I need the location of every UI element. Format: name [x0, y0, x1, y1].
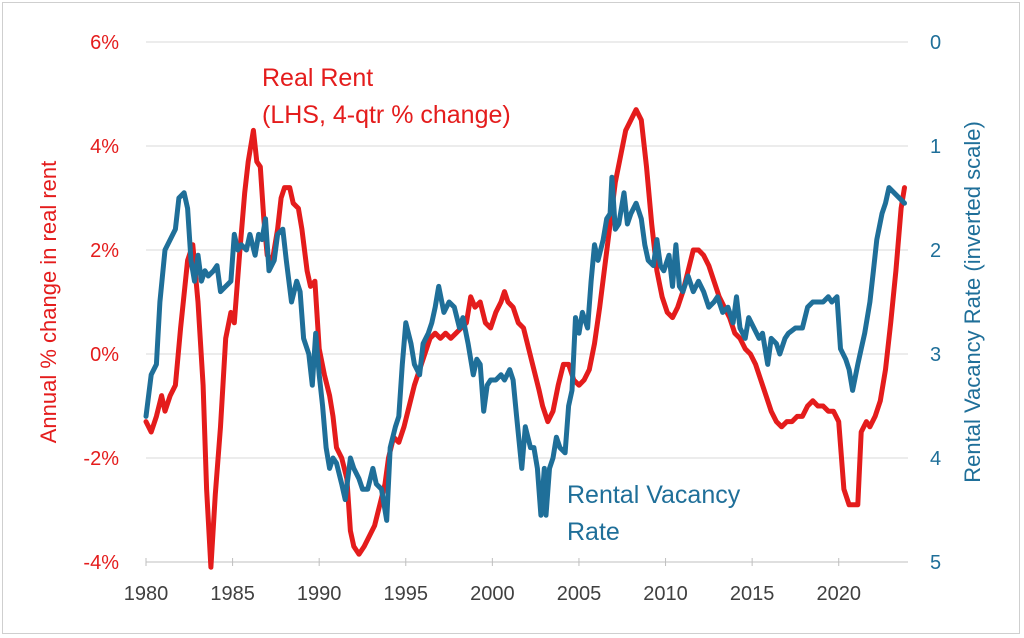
left-tick-label: 6%: [90, 32, 119, 54]
left-tick-label: -4%: [83, 552, 119, 574]
vacancy-label-line2: Rate: [567, 518, 620, 546]
right-tick-label: 1: [930, 136, 941, 158]
vacancy-rate-line: [143, 174, 907, 523]
right-tick-label: 4: [930, 448, 941, 470]
right-tick-label: 5: [930, 552, 941, 574]
x-tick-label: 2005: [557, 583, 602, 605]
left-axis-title: Annual % change in real rent: [36, 161, 61, 444]
right-axis-ticks: 0 1 2 3 4 5: [930, 32, 941, 574]
right-tick-label: 2: [930, 240, 941, 262]
left-tick-label: 4%: [90, 136, 119, 158]
left-axis-ticks: -4% -2% 0% 2% 4% 6%: [83, 32, 119, 574]
x-tick-label: 1990: [297, 583, 342, 605]
left-tick-label: 2%: [90, 240, 119, 262]
real-rent-label-line1: Real Rent: [262, 64, 373, 92]
x-tick-label: 1995: [384, 583, 429, 605]
left-tick-label: -2%: [83, 448, 119, 470]
right-axis-title: Rental Vacancy Rate (inverted scale): [960, 121, 985, 483]
series-lines: [143, 107, 907, 570]
real-rent-line: [143, 107, 907, 570]
real-rent-label-line2: (LHS, 4-qtr % change): [262, 101, 511, 129]
gridlines: [146, 41, 908, 563]
x-tick-label: 2010: [643, 583, 688, 605]
right-tick-label: 3: [930, 344, 941, 366]
vacancy-label-line1: Rental Vacancy: [567, 481, 741, 509]
x-axis-ticks: 1980 1985 1990 1995 2000 2005 2010 2015 2020: [124, 558, 908, 605]
left-tick-label: 0%: [90, 344, 119, 366]
x-tick-label: 2000: [470, 583, 515, 605]
x-tick-label: 1985: [210, 583, 255, 605]
x-tick-label: 2015: [730, 583, 775, 605]
x-tick-label: 1980: [124, 583, 169, 605]
x-tick-label: 2020: [816, 583, 861, 605]
right-tick-label: 0: [930, 32, 941, 54]
